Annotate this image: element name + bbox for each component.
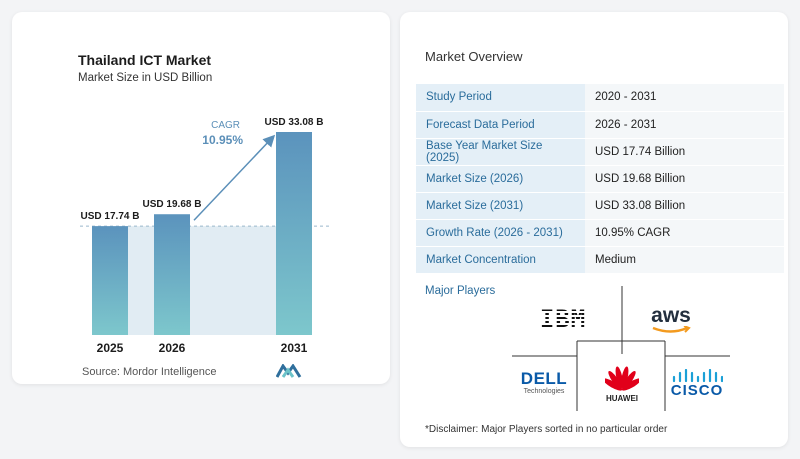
x-tick-2026: 2026: [159, 341, 186, 355]
cagr-value: 10.95%: [202, 133, 243, 147]
huawei-logo: HUAWEI: [592, 352, 652, 412]
ibm-logo: IBM: [539, 305, 587, 333]
huawei-flower-icon: [605, 366, 639, 391]
mordor-logo-icon: [276, 364, 302, 378]
players-title: Major Players: [425, 285, 496, 297]
overview-table: Study Period 2020 - 2031 Forecast Data Per…: [416, 84, 784, 274]
bar-2031: [276, 132, 312, 335]
disclaimer: *Disclaimer: Major Players sorted in no …: [425, 424, 668, 435]
overview-row: Market Size (2031) USD 33.08 Billion: [416, 192, 784, 220]
data-label-2031: USD 33.08 B: [265, 117, 324, 128]
bar-2025: [92, 226, 128, 335]
overview-value: USD 19.68 Billion: [585, 165, 784, 193]
data-label-2026: USD 19.68 B: [143, 199, 202, 210]
source-note: Source: Mordor Intelligence: [82, 366, 217, 378]
x-tick-2031: 2031: [281, 341, 308, 355]
dell-logo: DELL Technologies: [520, 368, 568, 395]
overview-key: Market Size (2026): [416, 165, 585, 193]
overview-value: Medium: [585, 246, 784, 274]
overview-row: Growth Rate (2026 - 2031) 10.95% CAGR: [416, 219, 784, 247]
cagr-label: CAGR: [211, 120, 240, 131]
cisco-bars-icon: [672, 369, 723, 383]
overview-key: Market Concentration: [416, 246, 585, 274]
overview-title: Market Overview: [425, 49, 523, 64]
players-grid: [512, 286, 730, 411]
overview-row: Base Year Market Size (2025) USD 17.74 Bi…: [416, 138, 784, 166]
overview-key: Study Period: [416, 84, 585, 112]
bar-2026: [154, 214, 190, 335]
chart-title: Thailand ICT Market: [78, 52, 212, 68]
reference-band: [92, 226, 312, 335]
cagr-arrow: [193, 134, 276, 221]
overview-row: Forecast Data Period 2026 - 2031: [416, 111, 784, 139]
cisco-logo: CISCO: [668, 364, 726, 404]
overview-key: Growth Rate (2026 - 2031): [416, 219, 585, 247]
overview-value: 2026 - 2031: [585, 111, 784, 139]
overview-key: Forecast Data Period: [416, 111, 585, 139]
data-label-2025: USD 17.74 B: [81, 211, 140, 222]
overview-value: 2020 - 2031: [585, 84, 784, 112]
overview-value: 10.95% CAGR: [585, 219, 784, 247]
aws-logo: aws: [636, 300, 706, 340]
chart-subtitle: Market Size in USD Billion: [78, 72, 213, 84]
overview-key: Base Year Market Size (2025): [416, 138, 585, 166]
overview-value: USD 33.08 Billion: [585, 192, 784, 220]
overview-row: Study Period 2020 - 2031: [416, 84, 784, 112]
overview-key: Market Size (2031): [416, 192, 585, 220]
overview-value: USD 17.74 Billion: [585, 138, 784, 166]
x-tick-2025: 2025: [97, 341, 124, 355]
overview-row: Market Concentration Medium: [416, 246, 784, 274]
bar-chart: USD 17.74 B 2025 USD 19.68 B 2026 USD 33.08 …: [80, 117, 330, 355]
aws-smile-icon: [652, 326, 691, 333]
overview-row: Market Size (2026) USD 19.68 Billion: [416, 165, 784, 193]
